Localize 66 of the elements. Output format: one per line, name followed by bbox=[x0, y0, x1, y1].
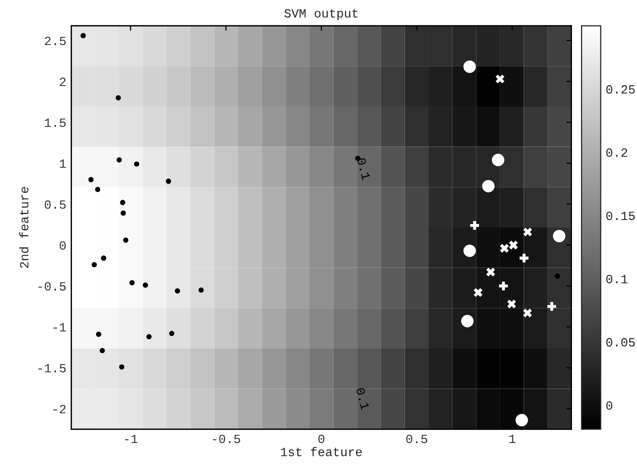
y-tick-label: -1 bbox=[54, 323, 66, 332]
point bbox=[166, 178, 172, 184]
point bbox=[554, 274, 560, 279]
annotation: 0.1 bbox=[356, 158, 371, 180]
point bbox=[461, 314, 474, 328]
y-tick-label: 2.5 bbox=[44, 36, 66, 46]
point bbox=[198, 287, 204, 293]
x-tick-label: 0 bbox=[318, 434, 324, 444]
point bbox=[123, 238, 128, 243]
y-tick-label: -1.5 bbox=[38, 364, 66, 372]
point bbox=[116, 95, 121, 100]
point bbox=[100, 348, 105, 354]
point bbox=[463, 60, 476, 73]
point bbox=[142, 282, 148, 288]
point bbox=[116, 157, 122, 163]
point bbox=[88, 177, 94, 182]
color-bar-label: 0.2 bbox=[606, 148, 628, 157]
x-tick-label: -0.5 bbox=[212, 434, 240, 444]
point bbox=[146, 334, 152, 340]
color-bar-label: 0.1 bbox=[606, 274, 628, 284]
point bbox=[95, 186, 100, 192]
point bbox=[120, 210, 126, 216]
point bbox=[482, 180, 495, 192]
point bbox=[520, 254, 528, 263]
point bbox=[169, 330, 174, 336]
point bbox=[507, 300, 516, 308]
point bbox=[96, 332, 102, 337]
point bbox=[486, 268, 496, 276]
y-tick-label: 0.5 bbox=[44, 200, 66, 209]
point bbox=[496, 74, 504, 84]
point bbox=[500, 244, 509, 253]
y-axis-title: 2nd feature bbox=[19, 187, 28, 268]
point bbox=[552, 230, 566, 242]
x-tick-label: 0.5 bbox=[406, 434, 428, 444]
point bbox=[523, 228, 532, 236]
point bbox=[129, 280, 135, 286]
point bbox=[101, 256, 106, 261]
point bbox=[499, 282, 508, 290]
x-tick-label: -1 bbox=[125, 434, 138, 444]
chart-title: SVM output bbox=[284, 9, 358, 20]
color-bar-label: 0.25 bbox=[606, 85, 635, 94]
point bbox=[547, 302, 556, 311]
color-bar-label: 0.15 bbox=[606, 212, 635, 220]
point bbox=[119, 364, 124, 370]
point bbox=[470, 221, 480, 230]
x-tick-label: 1 bbox=[509, 434, 516, 444]
point bbox=[134, 161, 140, 167]
color-bar-label: 0.05 bbox=[606, 338, 635, 347]
color-bar-label: 0 bbox=[606, 401, 612, 410]
annotation: 0.1 bbox=[356, 387, 370, 410]
point bbox=[120, 200, 126, 206]
point bbox=[492, 154, 504, 166]
point bbox=[174, 288, 180, 294]
point bbox=[92, 262, 97, 268]
y-tick-label: -2 bbox=[54, 404, 66, 414]
point bbox=[508, 240, 518, 250]
y-tick-label: -0.5 bbox=[38, 282, 66, 291]
point bbox=[516, 414, 528, 426]
x-axis-title: 1st feature bbox=[281, 447, 362, 456]
y-tick-label: 1 bbox=[60, 160, 66, 168]
y-tick-label: 1.5 bbox=[44, 118, 66, 127]
y-tick-label: 0 bbox=[60, 241, 66, 250]
point bbox=[474, 288, 482, 297]
point bbox=[80, 33, 86, 38]
point bbox=[523, 308, 532, 318]
y-tick-label: 2 bbox=[60, 78, 66, 86]
